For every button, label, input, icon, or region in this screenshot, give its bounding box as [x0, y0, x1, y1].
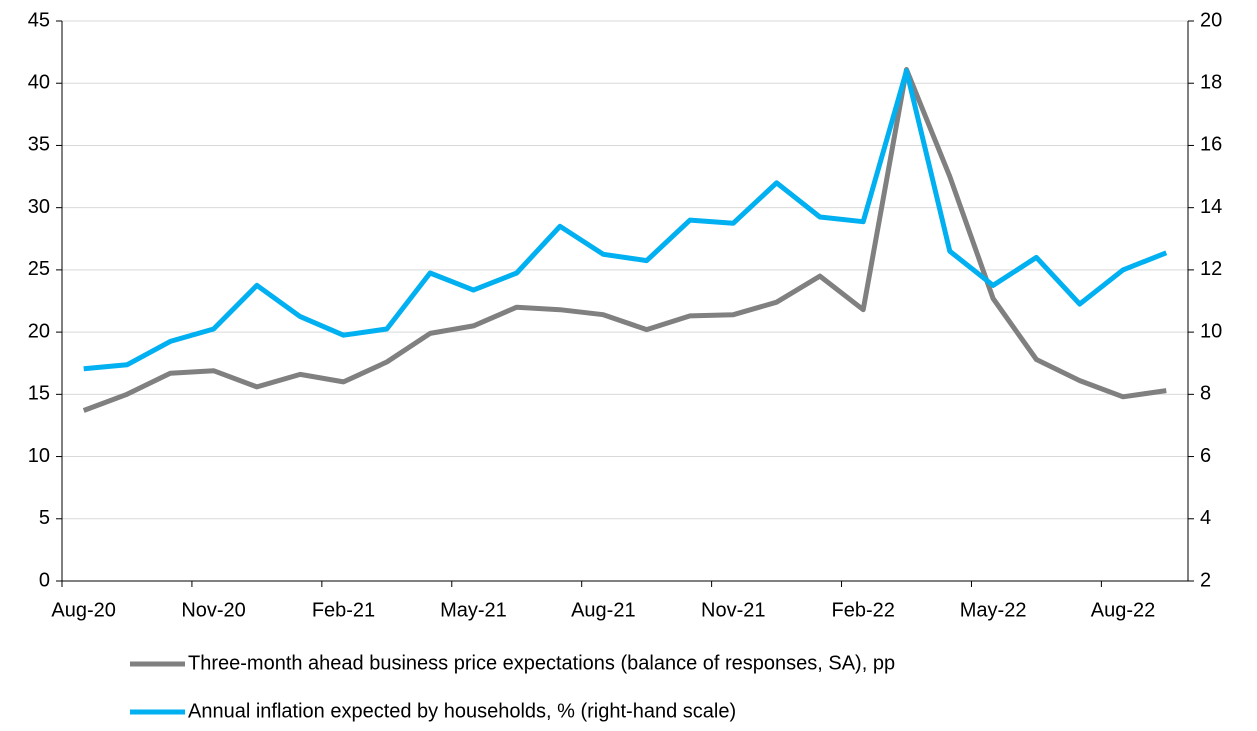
x-tick-label: Feb-22	[832, 599, 895, 621]
x-tick-label: Aug-21	[571, 599, 636, 621]
y2-tick-label: 12	[1200, 258, 1222, 280]
x-tick-label: Aug-20	[51, 599, 116, 621]
y2-tick-label: 6	[1200, 445, 1211, 467]
x-tick-label: Nov-21	[701, 599, 765, 621]
y-tick-label: 25	[28, 258, 50, 280]
y2-tick-label: 14	[1200, 196, 1222, 218]
y-tick-label: 10	[28, 445, 50, 467]
y2-tick-label: 18	[1200, 72, 1222, 94]
x-tick-label: Feb-21	[312, 599, 375, 621]
x-tick-label: May-21	[440, 599, 507, 621]
y2-tick-label: 20	[1200, 9, 1222, 31]
series-line	[83, 68, 1168, 372]
y-tick-label: 40	[28, 72, 50, 94]
legend-label: Annual inflation expected by households,…	[188, 700, 736, 722]
y-tick-label: 15	[28, 383, 50, 405]
y-tick-label: 45	[28, 9, 50, 31]
y2-tick-label: 10	[1200, 320, 1222, 342]
y-tick-label: 5	[39, 507, 50, 529]
y2-tick-label: 4	[1200, 507, 1211, 529]
y-tick-label: 30	[28, 196, 50, 218]
y2-tick-label: 2	[1200, 569, 1211, 591]
y-tick-label: 0	[39, 569, 50, 591]
series-line	[82, 67, 1167, 413]
x-tick-label: May-22	[960, 599, 1027, 621]
y2-tick-label: 16	[1200, 134, 1222, 156]
legend-label: Three-month ahead business price expecta…	[188, 652, 895, 674]
y2-tick-label: 8	[1200, 383, 1211, 405]
x-tick-label: Nov-20	[181, 599, 245, 621]
x-tick-label: Aug-22	[1091, 599, 1156, 621]
y-tick-label: 20	[28, 320, 50, 342]
y-tick-label: 35	[28, 134, 50, 156]
